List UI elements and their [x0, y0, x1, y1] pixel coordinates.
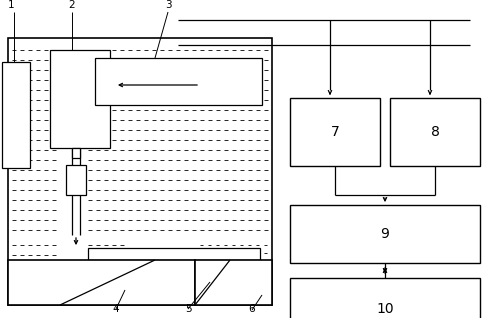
- Bar: [2, 62, 30, 168]
- Text: 7: 7: [331, 125, 339, 139]
- Bar: [290, 98, 380, 166]
- Text: 5: 5: [185, 304, 191, 314]
- Text: 3: 3: [165, 0, 171, 10]
- Bar: [290, 278, 480, 318]
- Bar: [390, 98, 480, 166]
- Text: 2: 2: [68, 0, 75, 10]
- Bar: [88, 248, 260, 260]
- Text: 8: 8: [431, 125, 439, 139]
- Bar: [66, 165, 86, 195]
- Text: 9: 9: [380, 227, 390, 241]
- Text: 4: 4: [112, 304, 119, 314]
- Bar: [195, 260, 272, 305]
- Bar: [8, 260, 195, 305]
- Bar: [50, 50, 110, 148]
- Bar: [8, 38, 272, 305]
- Bar: [290, 205, 480, 263]
- Bar: [72, 148, 80, 158]
- Text: 6: 6: [248, 304, 255, 314]
- Text: 1: 1: [8, 0, 15, 10]
- Text: 10: 10: [376, 302, 394, 316]
- Bar: [95, 58, 262, 105]
